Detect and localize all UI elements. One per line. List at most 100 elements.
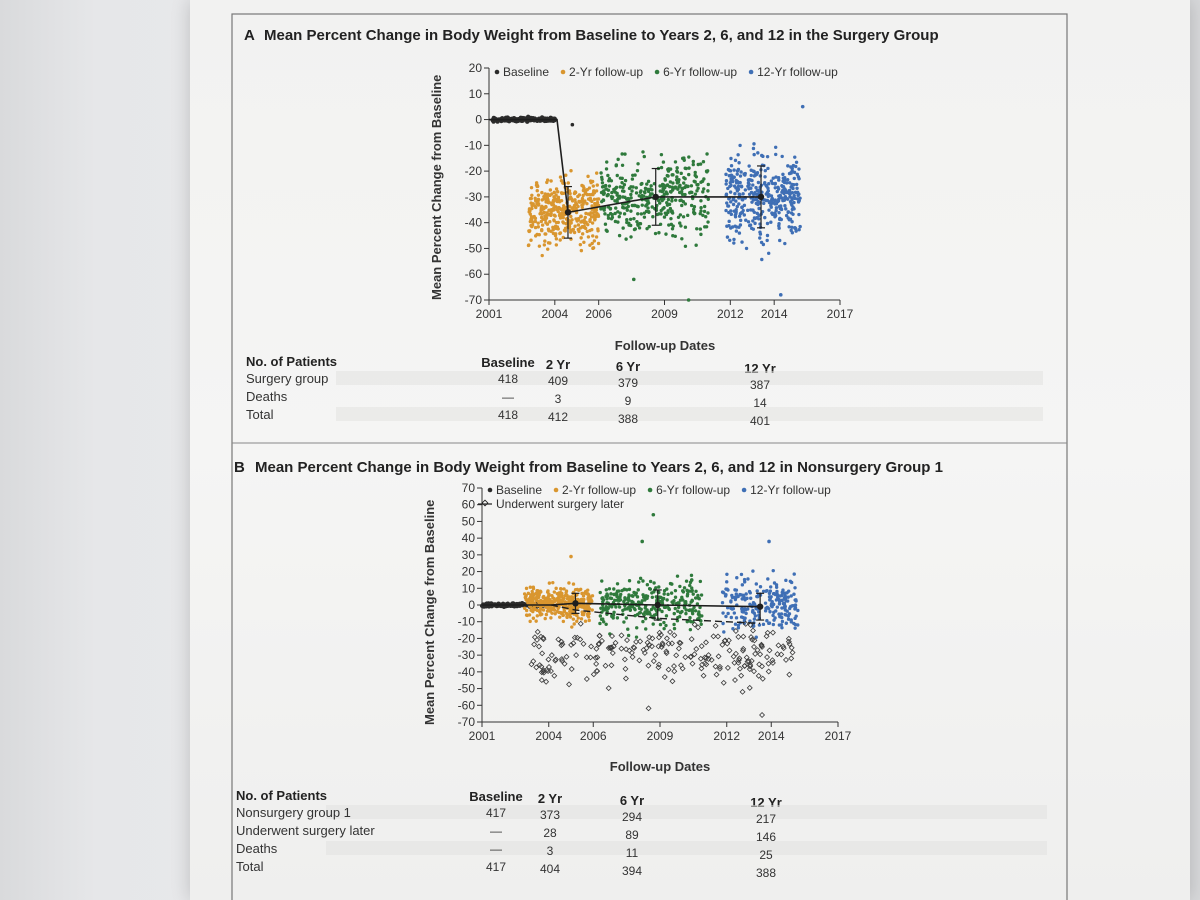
data-point <box>529 201 533 205</box>
y-tick-label: -60 <box>465 267 483 281</box>
table-column-header: 6 Yr <box>620 793 644 808</box>
data-point <box>535 608 539 613</box>
data-point <box>755 211 759 216</box>
data-point <box>575 619 579 623</box>
data-point <box>637 194 641 198</box>
data-point <box>774 202 779 206</box>
data-point <box>573 198 577 202</box>
data-point <box>625 206 629 210</box>
data-point <box>579 617 584 621</box>
data-point <box>613 190 617 194</box>
y-tick-label: -50 <box>465 241 483 255</box>
data-point <box>559 587 563 591</box>
data-point <box>651 215 655 219</box>
data-point <box>641 619 645 624</box>
data-point <box>640 203 644 207</box>
data-point-hollow <box>677 640 684 647</box>
data-point <box>630 177 635 181</box>
data-point <box>793 626 797 630</box>
table-cell: 418 <box>498 372 518 386</box>
data-point <box>682 158 686 162</box>
data-point <box>706 197 711 201</box>
data-point <box>767 208 771 212</box>
data-point-hollow <box>705 652 712 659</box>
data-point <box>620 163 625 167</box>
data-point <box>524 608 529 613</box>
mean-line-surgery-later <box>550 604 761 625</box>
data-point <box>735 204 739 209</box>
data-point <box>676 615 680 620</box>
data-point-hollow <box>538 663 545 670</box>
data-point <box>734 592 738 596</box>
data-point-hollow <box>629 654 636 660</box>
data-point <box>752 142 756 146</box>
data-point <box>743 598 747 602</box>
data-point <box>757 623 762 627</box>
data-point <box>587 607 592 611</box>
data-point <box>590 228 594 232</box>
data-point <box>568 596 572 601</box>
data-point <box>759 240 764 245</box>
data-point <box>687 608 691 613</box>
data-point <box>601 184 606 189</box>
data-point <box>696 612 701 616</box>
data-point <box>648 192 653 196</box>
data-point <box>576 194 580 199</box>
data-point <box>593 217 597 221</box>
panel-a-xlabel: Follow-up Dates <box>615 338 715 353</box>
data-point <box>784 213 789 218</box>
data-point <box>544 205 548 209</box>
data-point <box>545 178 550 182</box>
data-point <box>642 190 647 194</box>
data-point <box>662 592 666 596</box>
data-point <box>642 194 646 198</box>
data-point <box>679 224 683 228</box>
data-point <box>760 257 764 262</box>
data-point <box>727 197 731 201</box>
panel-b-patient-table: No. of Patients Baseline 2 Yr 6 Yr 12 YrNons… <box>236 788 1047 880</box>
data-point <box>657 585 661 589</box>
data-point <box>585 201 589 206</box>
data-point <box>613 199 617 203</box>
data-point-hollow <box>650 658 657 665</box>
data-point <box>635 168 640 173</box>
y-tick-label: 30 <box>462 548 476 562</box>
outlier-point <box>631 277 636 282</box>
data-point-hollow <box>658 643 665 650</box>
data-point <box>531 586 536 591</box>
outlier-point <box>778 293 783 297</box>
data-point <box>706 220 710 224</box>
data-point <box>766 166 770 171</box>
data-point <box>685 594 690 598</box>
data-point <box>552 195 556 199</box>
data-point <box>742 577 747 582</box>
data-point-hollow <box>765 660 772 667</box>
data-point <box>756 151 760 155</box>
data-point <box>695 227 699 231</box>
data-point-hollow <box>673 652 680 659</box>
data-point <box>674 601 679 606</box>
data-point <box>680 589 685 593</box>
data-point <box>693 192 698 196</box>
data-point <box>576 616 580 620</box>
data-point <box>725 235 730 239</box>
data-point-hollow <box>637 638 644 645</box>
data-point <box>667 607 672 612</box>
data-point <box>550 594 554 598</box>
x-tick-label: 2017 <box>825 729 852 743</box>
data-point <box>578 604 582 609</box>
data-point <box>530 592 535 596</box>
data-point <box>732 611 737 615</box>
data-point <box>790 182 794 187</box>
data-point <box>522 592 527 596</box>
table-cell: 14 <box>753 396 767 410</box>
panel-a-letter: A <box>244 27 255 44</box>
data-point <box>664 623 668 628</box>
data-point <box>588 600 592 604</box>
data-point <box>656 198 661 203</box>
data-point <box>621 226 625 230</box>
data-point-hollow <box>609 650 616 657</box>
data-point <box>605 229 609 233</box>
panel-a-patient-table: No. of Patients Baseline 2 Yr 6 Yr 12 YrSurg… <box>246 354 1043 428</box>
data-point <box>529 196 533 201</box>
